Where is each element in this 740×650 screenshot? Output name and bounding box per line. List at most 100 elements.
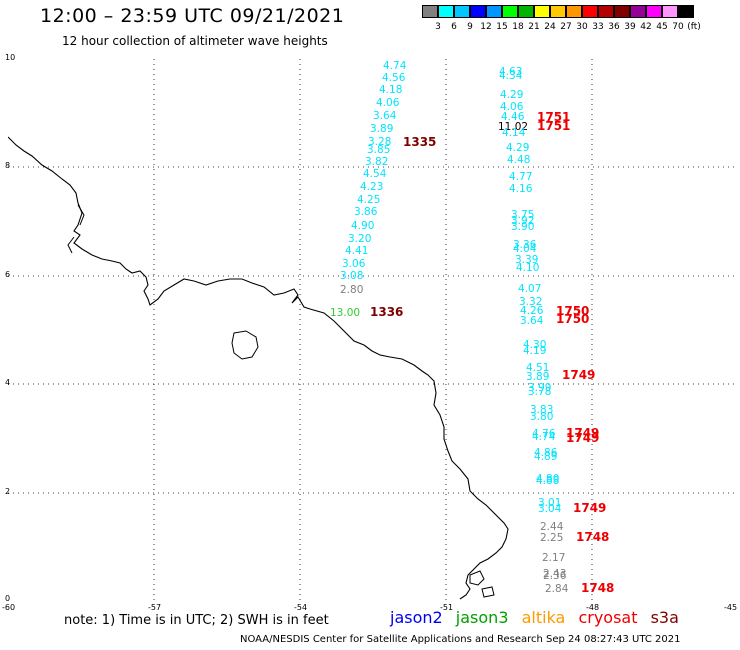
wave-height-label: 2.84: [545, 583, 569, 595]
map-title: 12:00 – 23:59 UTC 09/21/2021: [40, 5, 345, 27]
legend-swatch-6: [518, 5, 534, 18]
wave-height-label: 3.28: [368, 136, 391, 148]
island: [481, 586, 495, 598]
wave-height-label: 3.39: [515, 254, 538, 266]
wave-height-label: 4.26: [520, 305, 544, 317]
satellite-s3a: s3a: [650, 608, 679, 627]
y-tick-label: 8: [5, 161, 11, 170]
legend-swatch-15: [662, 5, 678, 18]
satellite-jason3: jason3: [455, 608, 509, 627]
wave-height-label: 3.99: [528, 382, 551, 394]
wave-height-label: 4.76: [532, 428, 556, 440]
x-tick-label: -51: [440, 603, 454, 612]
wave-height-label: 4.25: [357, 194, 380, 206]
wave-height-label: 2.36: [543, 570, 567, 582]
wave-height-label: 2.17: [542, 552, 565, 564]
coastline: [8, 136, 509, 600]
legend-swatch-4: [486, 5, 502, 18]
wave-height-label: 4.19: [523, 345, 546, 357]
wave-height-label: 3.75: [511, 209, 534, 221]
legend-swatch-14: [646, 5, 662, 18]
wave-height-label: 4.29: [500, 89, 523, 101]
legend-label: (ft): [687, 22, 701, 32]
wave-height-label: 4.90: [351, 220, 374, 232]
pass-time-label: 1749: [566, 426, 599, 440]
y-tick-label: 2: [5, 487, 11, 496]
wave-height-label: 4.34: [499, 70, 523, 82]
wave-height-label: 3.08: [340, 270, 363, 282]
pass-time-label: 1749: [562, 368, 595, 382]
x-tick-label: -57: [148, 603, 162, 612]
satellite-legend: jason2 jason3 altika cryosat s3a: [390, 608, 687, 627]
wave-height-label: 4.63: [499, 66, 522, 78]
legend-swatch-5: [502, 5, 518, 18]
wave-height-label: 4.41: [345, 245, 368, 257]
legend-swatch-12: [614, 5, 630, 18]
legend-label: 9: [467, 22, 473, 32]
wave-height-label: 2.25: [540, 532, 563, 544]
satellite-jason2: jason2: [390, 608, 443, 627]
wave-height-label: 4.07: [518, 283, 541, 295]
wave-height-label: 3.32: [519, 296, 542, 308]
legend-label: 6: [451, 22, 457, 32]
legend-label: 45: [656, 22, 668, 32]
wave-height-label: 4.10: [516, 262, 539, 274]
pass-time-label: 1748: [581, 581, 614, 595]
wave-height-label: 4.51: [526, 362, 549, 374]
wave-height-label: 3.92: [511, 215, 534, 227]
wave-height-label: 3.78: [528, 386, 551, 398]
wave-height-label: 4.06: [376, 97, 400, 109]
wave-height-label: 3.01: [538, 497, 561, 509]
river-arm: [67, 204, 85, 254]
wave-height-label: 3.80: [530, 411, 553, 423]
legend-swatch-0: [422, 5, 438, 18]
satellite-altika: altika: [521, 608, 566, 627]
wave-height-label: 4.74: [383, 60, 407, 72]
legend-swatch-10: [582, 5, 598, 18]
wave-height-label: 3.82: [365, 156, 388, 168]
wave-height-label: 4.16: [509, 183, 533, 195]
wave-height-label: 13.00: [330, 307, 360, 319]
wave-height-label: 2.44: [540, 521, 564, 533]
legend-label: 39: [624, 22, 636, 32]
legend-label: 21: [528, 22, 540, 32]
y-tick-label: 0: [5, 594, 11, 603]
island: [469, 570, 485, 586]
wave-height-label: 4.29: [506, 142, 529, 154]
legend-label: 30: [576, 22, 588, 32]
wave-height-label: 3.89: [526, 371, 549, 383]
map-plot: 4.74 4.56 4.18 4.06 3.64 3.89 3.28 3.85 …: [8, 59, 738, 601]
legend-label: 33: [592, 22, 604, 32]
map-subtitle: 12 hour collection of altimeter wave hei…: [62, 34, 328, 48]
wave-height-label: 4.56: [382, 72, 406, 84]
wave-height-label: 3.83: [530, 404, 553, 416]
wave-height-label: 3.90: [511, 221, 534, 233]
legend-swatch-1: [438, 5, 454, 18]
satellite-cryosat: cryosat: [578, 608, 638, 627]
wave-height-label: 11.02: [498, 121, 528, 133]
wave-height-label: 3.85: [367, 144, 390, 156]
y-tick-label: 6: [5, 270, 11, 279]
wave-height-label: 3.04: [538, 503, 562, 515]
pass-time-label: 1335: [403, 135, 436, 149]
wave-height-label: 4.14: [502, 127, 526, 139]
x-tick-label: -48: [586, 603, 600, 612]
wave-height-label: 4.48: [507, 154, 530, 166]
wave-height-label: 3.06: [342, 258, 366, 270]
wave-height-label: 3.89: [370, 123, 393, 135]
wave-height-label: 4.88: [536, 475, 559, 487]
wave-height-label: 3.36: [513, 239, 537, 251]
legend-label: 12: [480, 22, 492, 32]
wave-height-label: 4.04: [513, 243, 537, 255]
grid-lines: [8, 59, 738, 601]
wave-height-label: 4.06: [500, 101, 524, 113]
wave-height-label: 3.64: [520, 315, 544, 327]
legend-swatch-7: [534, 5, 550, 18]
wave-height-label: 4.18: [379, 84, 402, 96]
legend-label: 36: [608, 22, 620, 32]
wave-height-label: 2.43: [543, 568, 566, 580]
units-note: note: 1) Time is in UTC; 2) SWH is in fe…: [64, 613, 329, 628]
wave-height-label: 3.64: [373, 110, 397, 122]
legend-label: 3: [435, 22, 441, 32]
legend-label: 15: [496, 22, 508, 32]
